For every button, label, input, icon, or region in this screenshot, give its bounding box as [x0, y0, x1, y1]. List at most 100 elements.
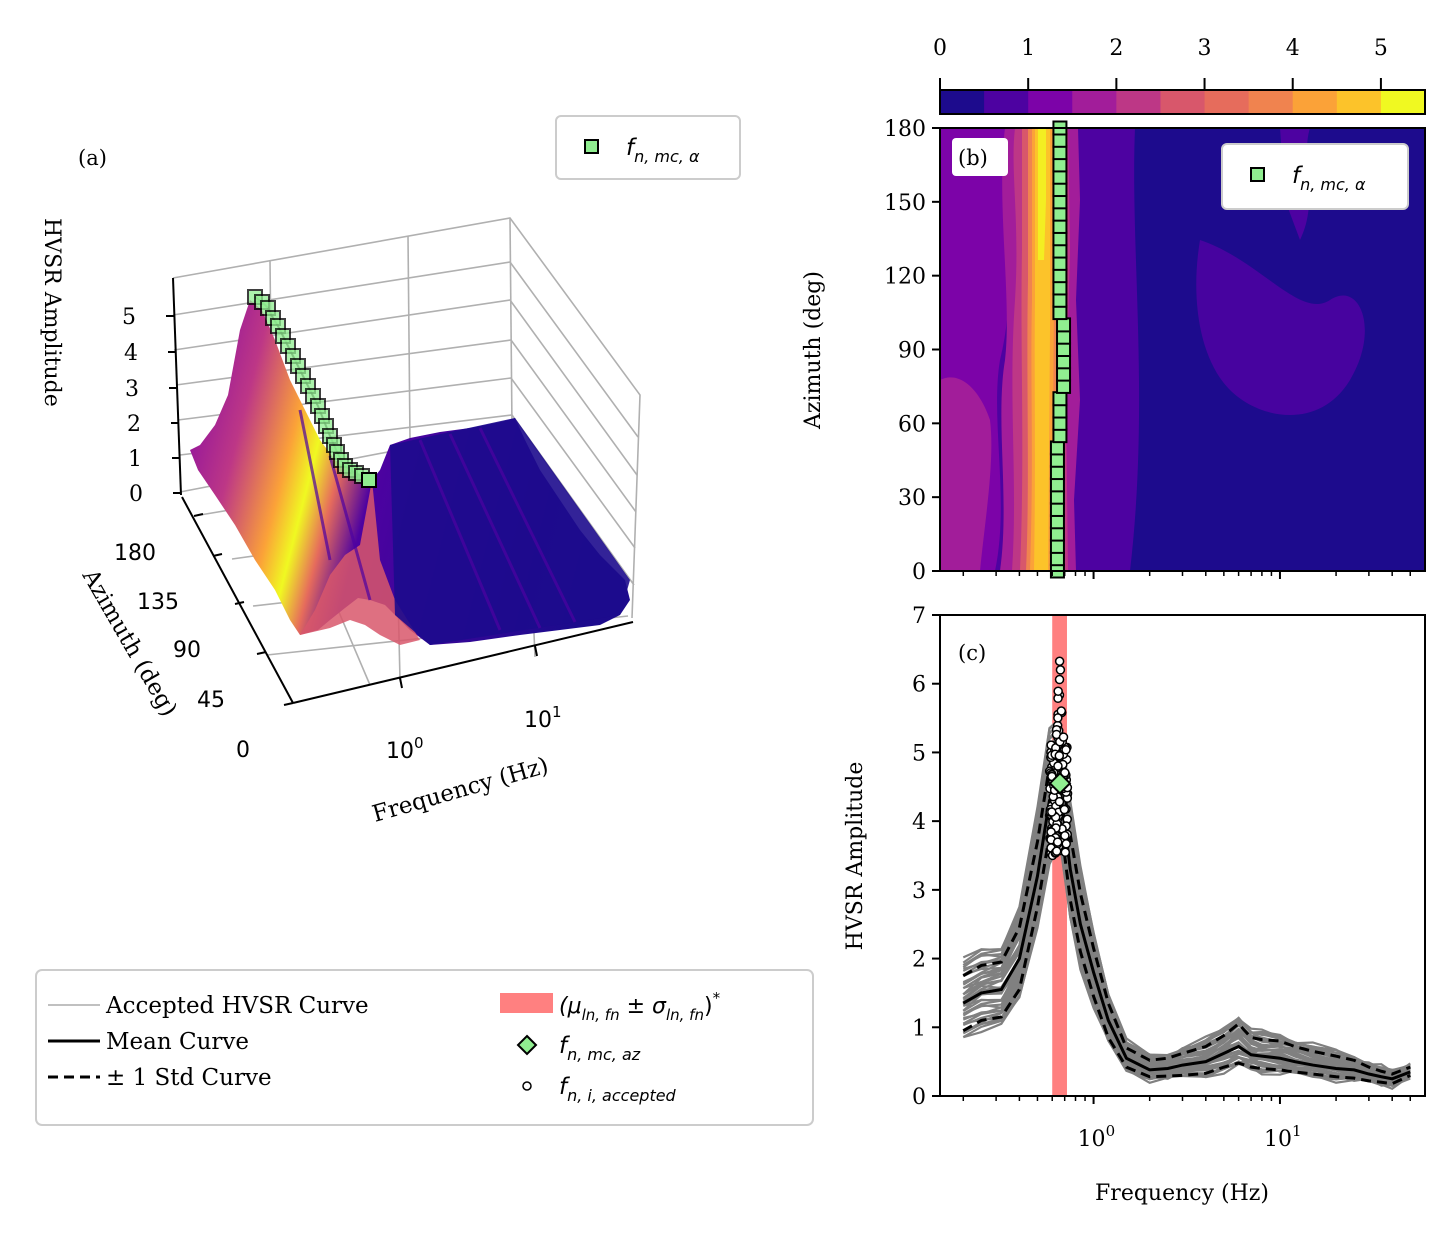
colorbar-cell: [1072, 90, 1117, 114]
panel-a-ytick: [256, 651, 267, 655]
fn-mc-az-marker: [1048, 771, 1072, 795]
panel-c-xtick-label: 101: [1264, 1122, 1302, 1152]
panel-a-ytick: [234, 601, 245, 605]
panel-c-ytick-label: 4: [912, 810, 926, 835]
panel-c-ytick-label: 5: [912, 741, 926, 766]
panel-b-fn-markers: [1049, 120, 1072, 579]
panel-a-ytick: [283, 702, 294, 706]
fn-accepted-point: [1055, 665, 1066, 675]
panel-c-y-ticks: 0 1 2 3 4 5 6 7: [912, 604, 940, 1110]
panel-b-ytick-label: 180: [884, 117, 926, 142]
panel-a-ztick-label: 3: [125, 377, 139, 402]
panel-a-fn-markers: [247, 289, 377, 488]
legend-b-marker: [1250, 167, 1265, 182]
panel-a-xtick-0: 100: [386, 734, 424, 764]
panel-b-ytick-label: 30: [898, 486, 926, 511]
panel-b-fn-marker: [1052, 194, 1068, 210]
surface-stripes: [298, 409, 577, 631]
panel-c-ylabel: HVSR Amplitude: [843, 762, 868, 951]
panel-b-fn-marker: [1052, 415, 1068, 431]
panel-c-xlabel: Frequency (Hz): [1095, 1181, 1269, 1206]
panel-b-fn-marker: [1056, 354, 1072, 370]
panel-a-x-axis: 100 101 Frequency (Hz): [292, 621, 634, 828]
fn-accepted-point: [1052, 837, 1063, 847]
panel-a-ytick: [193, 513, 204, 517]
panel-a-ztick-label: 5: [122, 305, 136, 330]
panel-a-zlabel: HVSR Amplitude: [39, 218, 64, 407]
panel-a-legend: fn, mc, α: [555, 115, 741, 180]
legend-b-label: fn, mc, α: [1292, 163, 1366, 194]
colorbar-tick-label: 2: [1109, 36, 1123, 61]
panel-c-ytick-label: 3: [912, 879, 926, 904]
surface-low-plateau: [390, 418, 630, 645]
colorbar-tick-label: 1: [1021, 36, 1035, 61]
legend-fn-accepted-label: fn, i, accepted: [559, 1074, 677, 1105]
legend-std-label: ± 1 Std Curve: [106, 1065, 272, 1091]
colorbar-cell: [1248, 90, 1294, 114]
panel-b-fn-marker: [1056, 317, 1072, 333]
colorbar-cell: [1160, 90, 1206, 114]
legend-band-label: (μln, fn ± σln, fn)*: [559, 989, 721, 1024]
panel-b-fn-marker: [1049, 514, 1065, 530]
panel-b-fn-marker: [1049, 465, 1065, 481]
panel-c-ytick-label: 0: [912, 1085, 926, 1110]
fn-accepted-point: [1047, 807, 1057, 817]
colorbar-cell: [984, 90, 1029, 114]
fn-accepted-point: [1054, 656, 1065, 666]
panel-c-fn-accepted-points: [1044, 656, 1073, 861]
legend-mean-label: Mean Curve: [106, 1029, 249, 1055]
panel-b: (b) fn, mc, α 0 30 60 90 120 150 180 Azimuth (…: [801, 117, 1426, 585]
panel-a-xtick-1: 101: [524, 703, 562, 733]
panel-a: (a): [39, 115, 741, 828]
legend-accepted-label: Accepted HVSR Curve: [105, 993, 369, 1019]
panel-a-ytick: [212, 553, 223, 557]
colorbar-tick-label: 0: [933, 36, 947, 61]
fn-accepted-point: [1054, 674, 1065, 685]
fn-accepted-point: [1060, 767, 1070, 778]
colorbar-cell: [1292, 90, 1338, 114]
panel-a-ztick-label: 1: [128, 447, 142, 472]
colorbar-cell: [1204, 90, 1250, 114]
panel-b-fn-marker: [1052, 268, 1068, 284]
fn-accepted-point: [1051, 846, 1062, 856]
colorbar-tick-label: 3: [1198, 36, 1212, 61]
panel-a-z-axis: 0 1 2 3 4 5 HVSR Amplitude: [39, 218, 182, 507]
legend-band-swatch: [500, 993, 553, 1013]
fn-accepted-point: [1053, 713, 1063, 723]
mean-curve: [962, 782, 1411, 1081]
colorbar-cell: [940, 90, 985, 114]
panel-c-stat-curves: [962, 752, 1411, 1086]
fn-accepted-point: [1058, 732, 1069, 742]
panel-b-y-ticks: 0 30 60 90 120 150 180: [884, 117, 940, 585]
panel-a-surface: [190, 300, 630, 645]
panel-b-fn-marker: [1052, 243, 1068, 259]
panel-c: (c) 0 1 2 3 4 5 6 7 100 101 HVSR Amplitude Frequ…: [843, 604, 1426, 1206]
colorbar-cell: [1028, 90, 1073, 114]
panel-a-ytick-label: 0: [236, 738, 250, 763]
colorbar-tick-label: 5: [1374, 36, 1388, 61]
panel-b-label: (b): [958, 146, 988, 170]
panel-a-ytick-label: 90: [173, 638, 201, 663]
panel-a-fn-marker: [361, 472, 377, 488]
panel-a-ztick-label: 4: [124, 341, 138, 366]
panel-b-ytick-label: 60: [898, 412, 926, 437]
panel-b-fn-marker: [1056, 329, 1072, 345]
panel-b-fn-marker: [1052, 292, 1068, 308]
panel-b-ytick-label: 150: [884, 191, 926, 216]
legend-accepted-marker: [522, 1081, 532, 1091]
panel-a-ylabel: Azimuth (deg): [76, 564, 182, 721]
panel-b-fn-marker: [1049, 551, 1065, 567]
panel-a-ztick-label: 2: [127, 412, 141, 437]
panel-b-fn-marker: [1052, 391, 1068, 407]
panel-b-fn-marker: [1049, 538, 1065, 554]
colorbar-cell: [1380, 90, 1426, 114]
panel-b-fn-marker: [1049, 477, 1065, 493]
panel-b-ytick-label: 90: [898, 339, 926, 364]
panel-b-fn-marker: [1052, 218, 1068, 234]
fn-accepted-point: [1061, 839, 1071, 849]
panel-a-label: (a): [78, 146, 107, 170]
panel-b-ylabel: Azimuth (deg): [801, 271, 826, 430]
fn-accepted-point: [1060, 847, 1071, 858]
panel-b-fn-marker: [1056, 366, 1072, 382]
